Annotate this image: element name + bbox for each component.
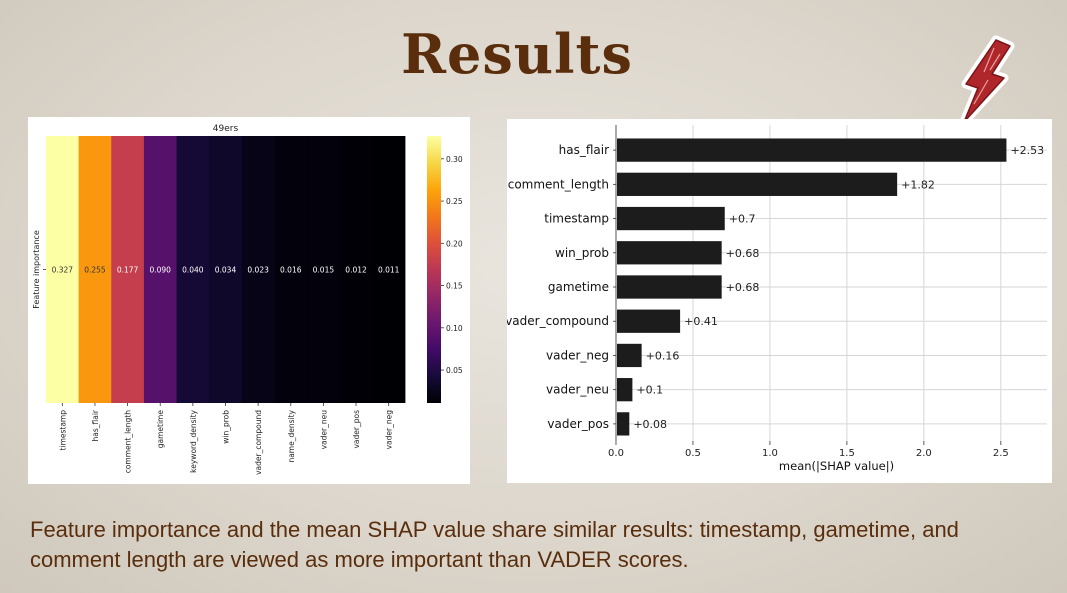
heatmap-y-label: Feature importance [32,230,41,309]
colorbar-tick-label: 0.30 [446,155,463,164]
shap-bar-win_prob [617,241,722,265]
heatmap-cell-has_flair [78,136,112,403]
shap-bar-chart: 0.0 0.5 1.0 1.5 2.0 2.5 +2.53 has_flair +1.82 com… [505,125,1047,473]
feature-importance-heatmap-panel: 49ers Feature importance 0.327 timestamp 0.2… [28,117,470,484]
slide-title: Results [401,22,633,86]
heatmap-title: 49ers [213,124,239,134]
shap-value-label: +0.7 [729,213,756,226]
shap-y-tick-label: vader_pos [547,417,609,431]
shap-x-tick-label: 1.5 [839,448,855,459]
heatmap-x-tick-label: gametime [156,410,165,449]
shap-bar-chart-panel: 0.0 0.5 1.0 1.5 2.0 2.5 +2.53 has_flair +1.82 com… [505,119,1052,483]
heatmap-cell-vader_neg [372,136,406,403]
heatmap-x-tick-label: name_density [287,409,296,462]
shap-y-tick-label: comment_length [508,177,609,191]
colorbar-tick-label: 0.10 [446,324,463,333]
colorbar-tick-label: 0.20 [446,239,463,248]
shap-value-label: +0.68 [726,281,760,294]
heatmap-cell-timestamp [46,136,80,403]
heatmap-x-tick-label: has_flair [91,409,100,441]
lightning-bolt-icon [959,35,1015,126]
shap-value-label: +2.53 [1010,144,1044,157]
heatmap-x-tick-label: vader_compound [254,410,263,475]
shap-value-label: +0.16 [646,349,680,362]
heatmap-cell-gametime [143,136,177,403]
shap-value-label: +0.08 [633,418,667,431]
heatmap-cell-vader_neu [307,136,341,403]
feature-importance-heatmap: 49ers Feature importance 0.327 timestamp 0.2… [32,124,463,475]
shap-y-tick-label: has_flair [559,143,609,157]
heatmap-cell-vader_compound [241,136,275,403]
heatmap-cell-win_prob [209,136,243,403]
heatmap-x-tick-label: keyword_density [189,409,198,472]
shap-value-label: +0.68 [726,247,760,260]
shap-bar-timestamp [617,206,725,231]
heatmap-x-tick-label: vader_pos [352,410,361,449]
shap-x-tick-label: 2.5 [993,448,1009,459]
shap-value-label: +1.82 [901,178,935,191]
shap-bar-comment_length [617,172,898,196]
shap-y-tick-label: vader_compound [507,314,609,328]
shap-x-tick-label: 0.0 [608,448,624,459]
heatmap-cell-vader_pos [339,136,373,403]
shap-bar-gametime [617,275,722,299]
colorbar-tick-label: 0.25 [446,197,463,206]
shap-x-axis-label: mean(|SHAP value|) [779,459,894,473]
shap-x-tick-label: 0.5 [685,448,701,459]
heatmap-x-tick-label: timestamp [58,410,67,451]
heatmap-value-label: 0.177 [117,266,139,275]
heatmap-value-label: 0.023 [247,266,269,275]
heatmap-value-label: 0.012 [345,266,367,275]
shap-value-label: +0.41 [684,315,718,328]
heatmap-value-label: 0.016 [280,266,302,275]
heatmap-x-tick-label: vader_neu [319,410,328,450]
heatmap-cell-comment_length [111,136,145,403]
heatmap-x-tick-label: win_prob [222,410,231,444]
heatmap-value-label: 0.015 [313,266,335,275]
heatmap-cell-name_density [274,136,308,403]
shap-bar-vader_compound [617,309,681,333]
heatmap-cell-keyword_density [176,136,210,403]
heatmap-value-label: 0.327 [52,266,74,275]
shap-y-tick-label: timestamp [544,212,609,226]
heatmap-colorbar [427,136,441,403]
heatmap-value-label: 0.040 [182,266,204,275]
heatmap-value-label: 0.011 [378,266,400,275]
shap-bar-vader_neg [617,343,642,368]
shap-y-tick-label: vader_neu [546,383,609,397]
shap-y-tick-label: gametime [548,280,609,294]
shap-bar-vader_neu [617,378,633,402]
slide-caption: Feature importance and the mean SHAP val… [30,517,959,572]
colorbar-tick-label: 0.15 [446,282,463,291]
heatmap-x-tick-label: comment_length [124,410,133,474]
heatmap-value-label: 0.090 [149,266,171,275]
shap-x-tick-label: 1.0 [762,448,778,459]
colorbar-tick-label: 0.05 [446,366,463,375]
shap-x-tick-label: 2.0 [916,448,932,459]
heatmap-x-tick-label: vader_neg [385,410,394,450]
shap-bar-vader_pos [617,412,630,436]
shap-y-tick-label: win_prob [555,246,609,260]
shap-value-label: +0.1 [636,384,663,397]
shap-bar-has_flair [617,138,1007,162]
heatmap-value-label: 0.255 [84,266,106,275]
heatmap-value-label: 0.034 [215,266,237,275]
shap-y-tick-label: vader_neg [546,348,609,362]
